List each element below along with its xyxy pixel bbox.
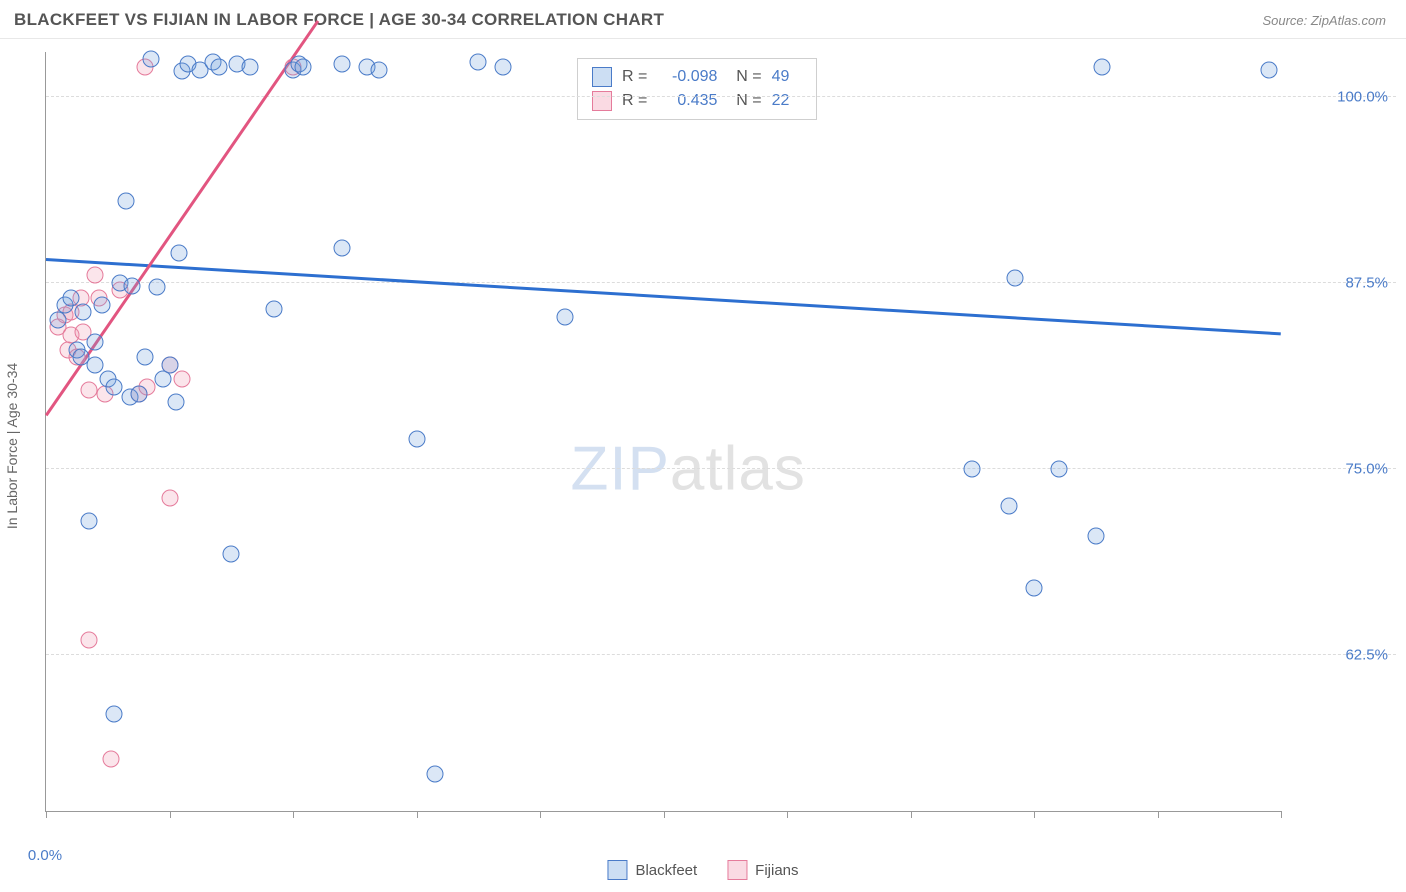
data-point [105, 378, 122, 395]
watermark-atlas: atlas [670, 435, 806, 504]
data-point [408, 430, 425, 447]
data-point [1007, 270, 1024, 287]
data-point [93, 297, 110, 314]
data-point [223, 545, 240, 562]
stat-r-blue: -0.098 [657, 68, 717, 86]
data-point [1093, 58, 1110, 75]
y-tick-label: 62.5% [1345, 646, 1388, 663]
x-tick [1281, 811, 1282, 818]
data-point [62, 289, 79, 306]
data-point [1001, 497, 1018, 514]
data-point [266, 301, 283, 318]
y-tick-label: 75.0% [1345, 460, 1388, 477]
stat-n-blue: 49 [772, 68, 802, 86]
data-point [1087, 527, 1104, 544]
x-tick [1034, 811, 1035, 818]
legend-label-blue: Blackfeet [635, 862, 697, 879]
data-point [50, 311, 67, 328]
chart-area: ZIPatlas R = -0.098 N = 49 R = 0.435 N =… [45, 52, 1396, 837]
x-tick [417, 811, 418, 818]
watermark-zip: ZIP [570, 435, 669, 504]
stats-row-blue: R = -0.098 N = 49 [592, 65, 802, 89]
x-tick [664, 811, 665, 818]
data-point [161, 490, 178, 507]
data-point [470, 54, 487, 71]
x-tick [293, 811, 294, 818]
stats-row-pink: R = 0.435 N = 22 [592, 89, 802, 113]
stat-n-label: N = [727, 68, 761, 86]
data-point [124, 277, 141, 294]
gridline [46, 96, 1396, 97]
stats-box: R = -0.098 N = 49 R = 0.435 N = 22 [577, 58, 817, 120]
data-point [427, 765, 444, 782]
data-point [75, 304, 92, 321]
x-axis-min-label: 0.0% [28, 847, 62, 864]
data-point [1026, 579, 1043, 596]
legend-item-blue: Blackfeet [607, 860, 697, 880]
data-point [1050, 460, 1067, 477]
data-point [81, 381, 98, 398]
y-tick-label: 100.0% [1337, 88, 1388, 105]
swatch-pink-icon [592, 91, 612, 111]
x-tick [1158, 811, 1159, 818]
source-label: Source: ZipAtlas.com [1262, 13, 1386, 28]
data-point [149, 279, 166, 296]
swatch-pink-icon [727, 860, 747, 880]
data-point [103, 750, 120, 767]
data-point [136, 349, 153, 366]
gridline [46, 468, 1396, 469]
y-axis-label: In Labor Force | Age 30-34 [4, 363, 20, 529]
x-tick [46, 811, 47, 818]
data-point [87, 356, 104, 373]
stat-r-label: R = [622, 68, 647, 86]
data-point [161, 356, 178, 373]
data-point [556, 308, 573, 325]
data-point [173, 371, 190, 388]
data-point [87, 267, 104, 284]
data-point [118, 192, 135, 209]
data-point [81, 631, 98, 648]
legend: Blackfeet Fijians [607, 860, 798, 880]
data-point [105, 706, 122, 723]
x-tick [540, 811, 541, 818]
data-point [371, 61, 388, 78]
x-tick [787, 811, 788, 818]
data-point [81, 512, 98, 529]
data-point [87, 334, 104, 351]
trend-line [46, 258, 1281, 335]
legend-item-pink: Fijians [727, 860, 798, 880]
chart-header: BLACKFEET VS FIJIAN IN LABOR FORCE | AGE… [0, 0, 1406, 39]
gridline [46, 282, 1396, 283]
data-point [167, 393, 184, 410]
data-point [241, 58, 258, 75]
swatch-blue-icon [592, 67, 612, 87]
plot-region: ZIPatlas R = -0.098 N = 49 R = 0.435 N =… [45, 52, 1281, 812]
data-point [334, 55, 351, 72]
x-tick [911, 811, 912, 818]
data-point [210, 58, 227, 75]
x-tick [170, 811, 171, 818]
data-point [1260, 61, 1277, 78]
data-point [130, 386, 147, 403]
data-point [142, 51, 159, 68]
data-point [294, 58, 311, 75]
legend-label-pink: Fijians [755, 862, 798, 879]
data-point [171, 244, 188, 261]
chart-title: BLACKFEET VS FIJIAN IN LABOR FORCE | AGE… [14, 10, 664, 30]
swatch-blue-icon [607, 860, 627, 880]
data-point [494, 58, 511, 75]
data-point [964, 460, 981, 477]
data-point [334, 240, 351, 257]
watermark: ZIPatlas [570, 434, 805, 505]
y-tick-label: 87.5% [1345, 274, 1388, 291]
gridline [46, 654, 1396, 655]
data-point [155, 371, 172, 388]
